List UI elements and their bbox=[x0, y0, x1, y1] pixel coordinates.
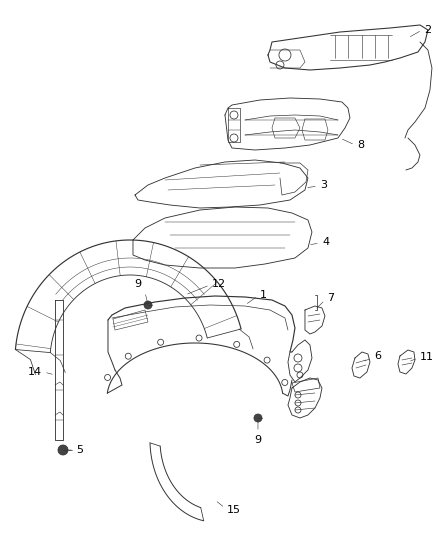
Text: 1: 1 bbox=[260, 290, 267, 300]
Circle shape bbox=[58, 445, 68, 455]
Text: 9: 9 bbox=[134, 279, 141, 289]
Text: 5: 5 bbox=[76, 445, 83, 455]
Text: 2: 2 bbox=[424, 25, 431, 35]
Text: 11: 11 bbox=[420, 352, 434, 362]
Text: 15: 15 bbox=[227, 505, 241, 515]
Text: 4: 4 bbox=[322, 237, 329, 247]
Text: 12: 12 bbox=[212, 279, 226, 289]
Text: 6: 6 bbox=[374, 351, 381, 361]
Circle shape bbox=[254, 414, 262, 422]
Text: 7: 7 bbox=[327, 293, 334, 303]
Text: 8: 8 bbox=[357, 140, 364, 150]
Text: 14: 14 bbox=[28, 367, 42, 377]
Text: 9: 9 bbox=[254, 435, 261, 445]
Circle shape bbox=[144, 301, 152, 309]
Text: 3: 3 bbox=[320, 180, 327, 190]
